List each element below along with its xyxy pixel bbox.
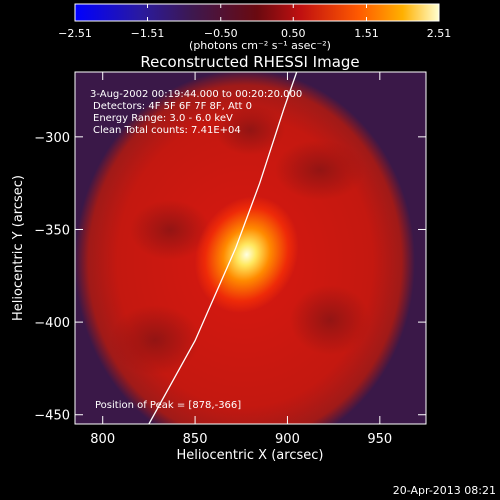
dark-patch [110,305,200,375]
colorbar-ticks: −2.51 −1.51 −0.50 0.50 1.51 2.51 [58,4,451,40]
y-axis-ticks: −300 −350 −400 −450 [34,131,426,424]
peak-position-label: Position of Peak = [878,-366] [95,400,241,411]
colorbar-label: (photons cm⁻² s⁻¹ asec⁻²) [189,39,331,52]
chart-title: Reconstructed RHESSI Image [140,53,359,71]
annotation-line: Energy Range: 3.0 - 6.0 keV [93,113,233,124]
colorbar-tick-label: 1.51 [354,27,379,40]
colorbar-tick-label: −1.51 [131,27,165,40]
peak-emission [194,196,299,313]
colorbar-tick-label: −0.50 [204,27,238,40]
x-axis-label: Heliocentric X (arcsec) [177,448,324,463]
x-tick-label: 950 [367,432,392,447]
colorbar-tick-label: 2.51 [427,27,452,40]
colorbar-gradient [74,3,440,22]
dark-patch [130,200,210,260]
x-tick-label: 800 [90,432,115,447]
x-tick-label: 850 [183,432,208,447]
timestamp: 20-Apr-2013 08:21 [393,484,496,497]
annotation-line: Detectors: 4F 5F 6F 7F 8F, Att 0 [93,101,252,112]
y-tick-label: −350 [34,223,70,238]
x-tick-label: 900 [275,432,300,447]
annotation-line: 3-Aug-2002 00:19:44.000 to 00:20:20.000 [90,89,302,100]
y-axis-label: Heliocentric Y (arcsec) [11,175,26,321]
colorbar-tick-label: −2.51 [58,27,92,40]
y-tick-label: −450 [34,409,70,424]
plot-area: 800 850 900 950 −300 −350 −400 −450 [34,71,427,447]
dark-patch [275,140,365,200]
dark-patch [215,105,285,155]
annotation-line: Clean Total counts: 7.41E+04 [93,125,241,136]
y-tick-label: −400 [34,316,70,331]
colorbar-tick-label: 0.50 [281,27,306,40]
solar-limb-line [148,72,298,424]
y-tick-label: −300 [34,131,70,146]
x-axis-ticks: 800 850 900 950 [90,72,392,447]
plot-frame [74,71,427,425]
colorbar: −2.51 −1.51 −0.50 0.50 1.51 2.51 (photons cm⁻… [58,3,451,52]
dark-patch [290,285,370,355]
observation-annotations: 3-Aug-2002 00:19:44.000 to 00:20:20.000D… [90,89,302,136]
